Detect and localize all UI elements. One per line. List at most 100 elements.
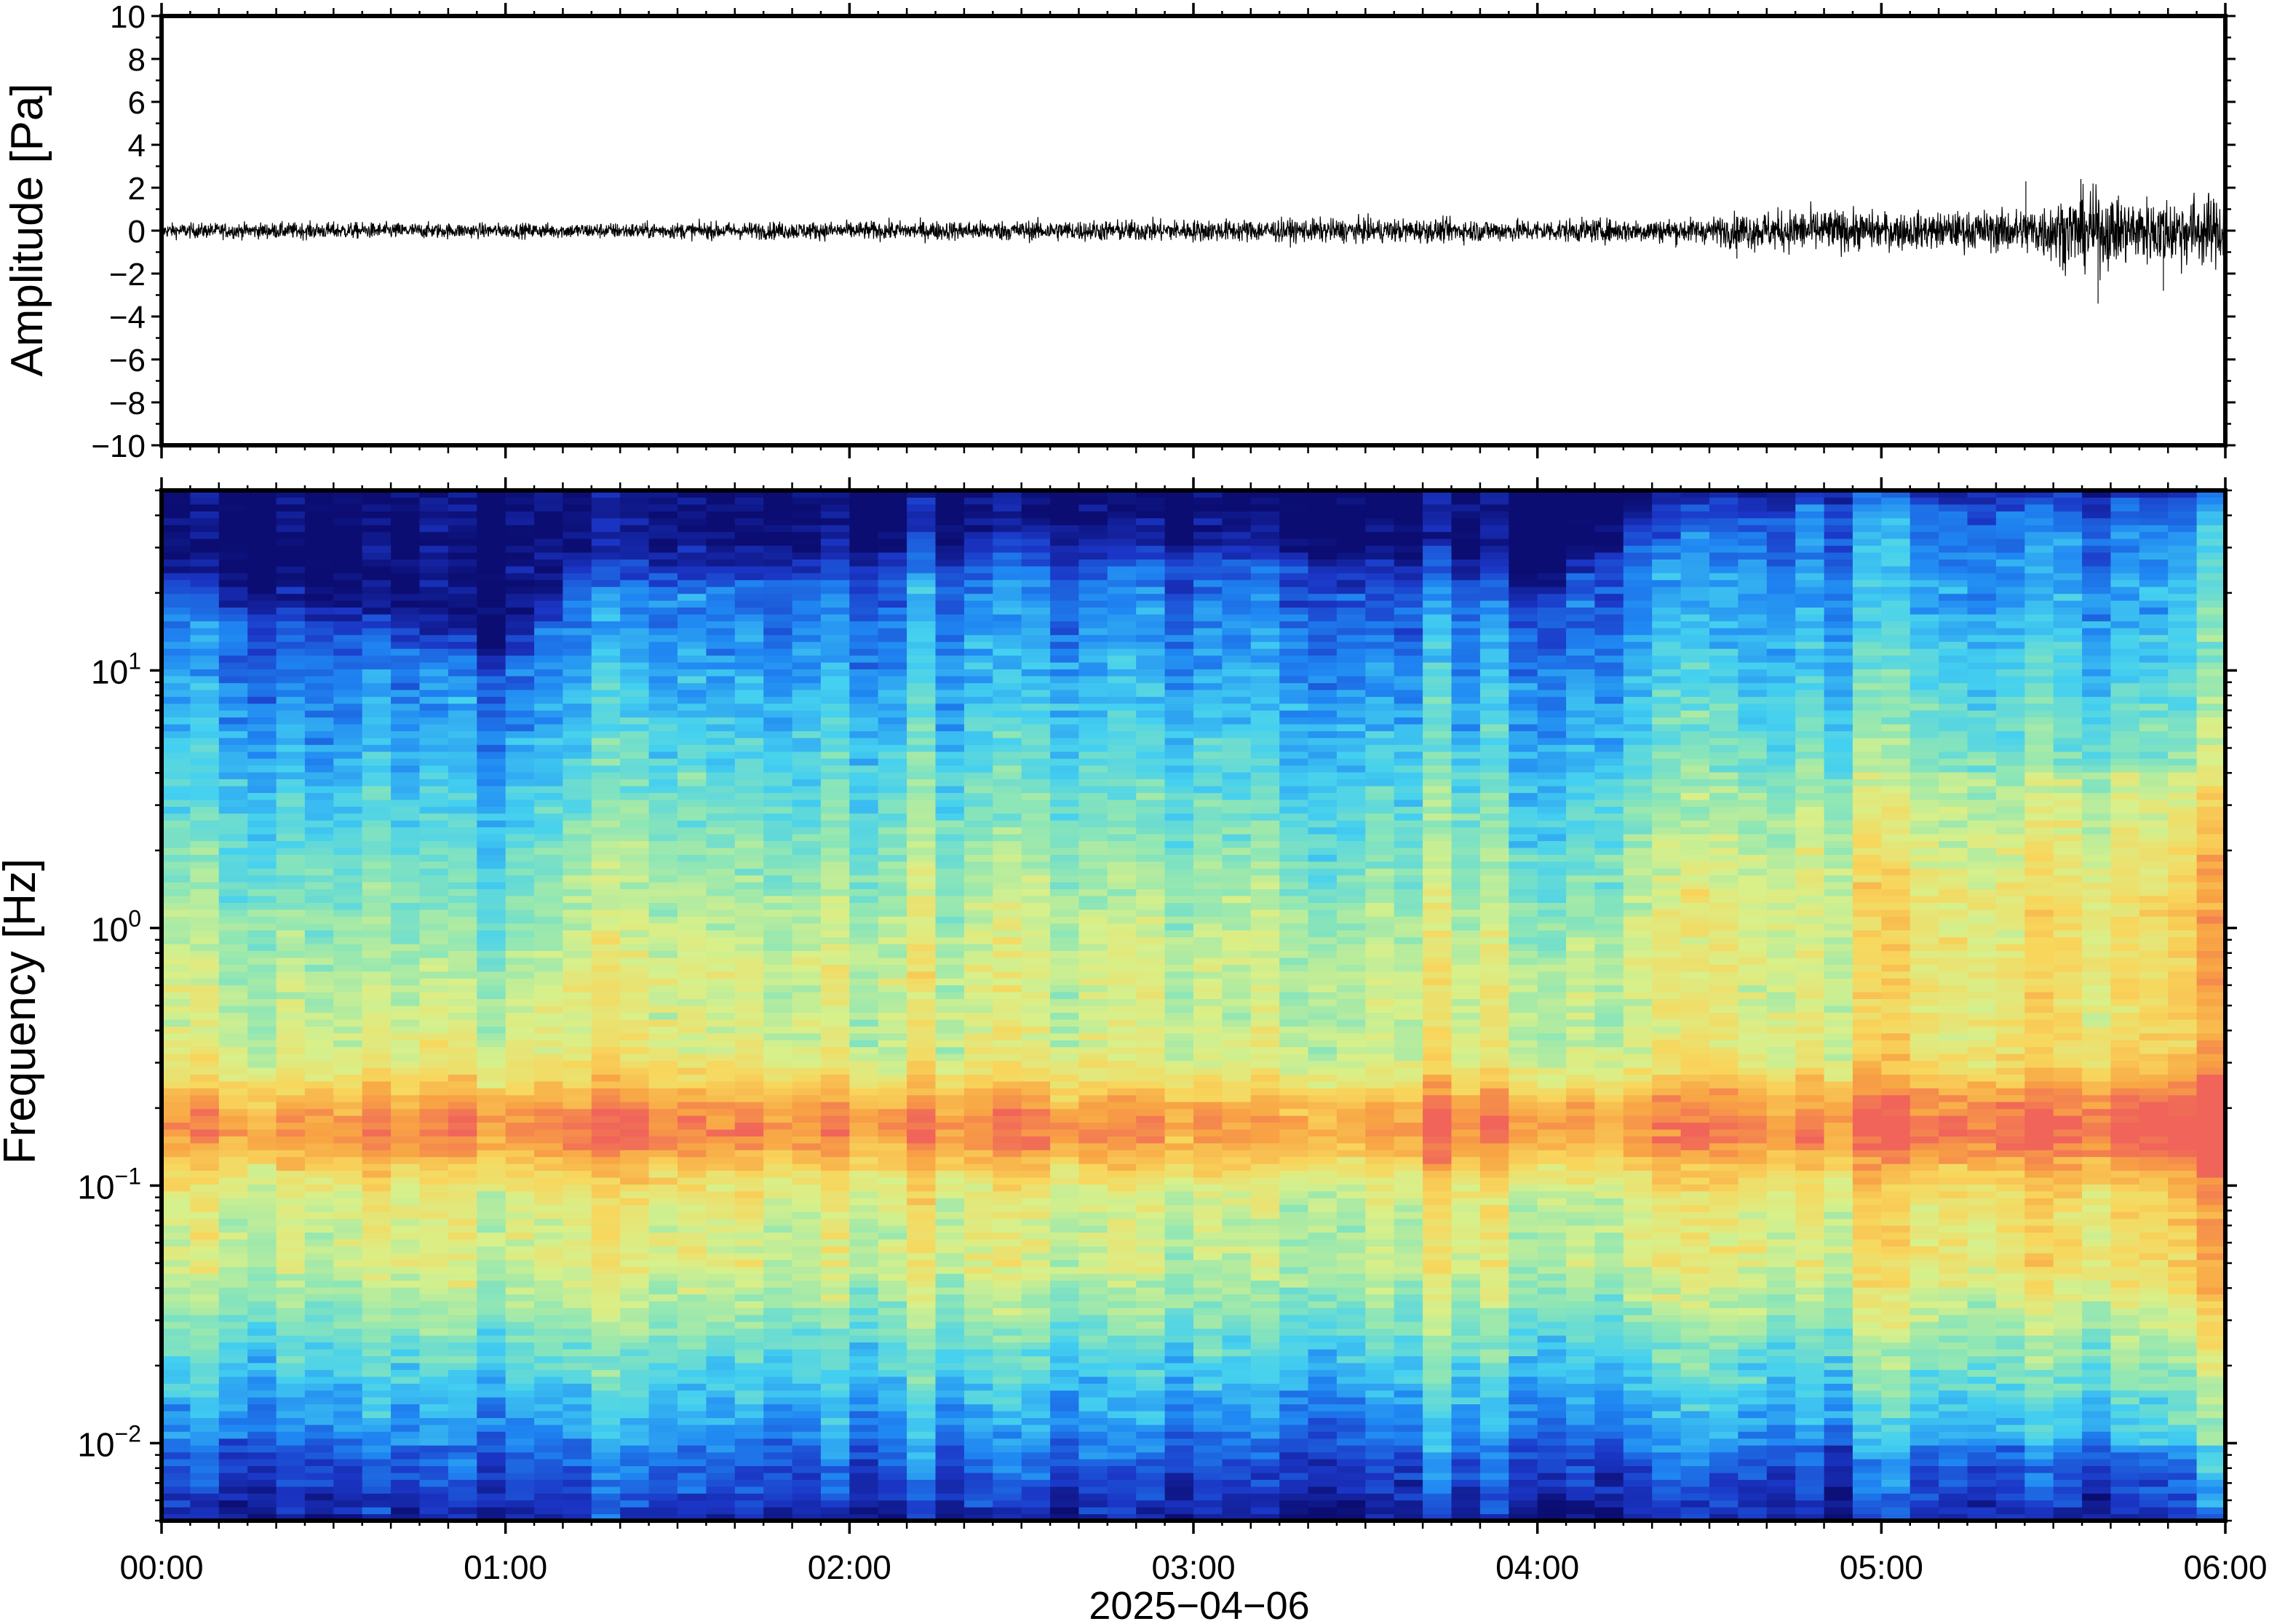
spectrogram-cell [304, 1067, 334, 1075]
spectrogram-cell [993, 1239, 1022, 1246]
spectrogram-cell [534, 1507, 564, 1515]
spectrogram-cell [448, 1404, 477, 1412]
spectrogram-cell [792, 1294, 822, 1302]
spectrogram-cell [734, 1452, 764, 1460]
spectrogram-cell [963, 703, 993, 711]
spectrogram-cell [849, 1314, 879, 1322]
spectrogram-cell [162, 1115, 191, 1123]
spectrogram-cell [849, 1074, 879, 1082]
spectrogram-cell [190, 1472, 220, 1480]
spectrogram-cell [734, 1054, 764, 1062]
spectrogram-cell [907, 1040, 937, 1048]
spectrogram-cell [591, 538, 621, 546]
spectrogram-cell [362, 1452, 392, 1460]
spectrogram-cell [963, 497, 993, 505]
spectrogram-cell [763, 964, 793, 972]
spectrogram-cell [477, 957, 506, 965]
spectrogram-cell [993, 1431, 1022, 1439]
spectrogram-cell [190, 1397, 220, 1405]
spectrogram-cell [1050, 559, 1080, 567]
spectrogram-cell [276, 1102, 306, 1110]
spectrogram-cell [218, 936, 248, 944]
spectrogram-cell [304, 607, 334, 615]
spectrogram-cell [190, 1006, 220, 1013]
spectrogram-cell [907, 503, 937, 512]
spectrogram-cell [963, 916, 993, 924]
spectrogram-cell [792, 799, 822, 807]
spectrogram-cell [706, 847, 736, 855]
spectrogram-cell [677, 1493, 707, 1501]
spectrogram-cell [362, 888, 392, 896]
spectrogram-cell [419, 490, 449, 498]
spectrogram-cell [218, 710, 248, 718]
spectrogram-cell [677, 1411, 707, 1418]
spectrogram-cell [304, 593, 334, 601]
spectrogram-cell [419, 1032, 449, 1040]
spectrogram-cell [1050, 827, 1080, 835]
spectrogram-cell [935, 731, 965, 739]
spectrogram-cell [563, 586, 592, 594]
spectrogram-cell [477, 984, 506, 992]
spectrogram-cell [304, 531, 334, 539]
spectrogram-cell [792, 1493, 822, 1501]
spectrogram-cell [333, 737, 363, 745]
spectrogram-cell [505, 503, 535, 512]
spectrogram-cell [734, 902, 764, 910]
spectrogram-cell [162, 545, 191, 553]
spectrogram-cell [591, 1094, 621, 1102]
spectrogram-cell [878, 799, 907, 807]
spectrogram-cell [563, 1060, 592, 1068]
spectrogram-cell [563, 847, 592, 855]
spectrogram-cell [706, 538, 736, 546]
spectrogram-cell [792, 744, 822, 752]
spectrogram-cell [677, 1060, 707, 1068]
spectrogram-cell [591, 1122, 621, 1130]
spectrogram-cell [849, 799, 879, 807]
spectrogram-cell [448, 1328, 477, 1336]
spectrogram-cell [963, 944, 993, 951]
spectrogram-cell [763, 1032, 793, 1040]
spectrogram-cell [333, 909, 363, 917]
spectrogram-cell [878, 1026, 907, 1034]
spectrogram-cell [1021, 538, 1051, 546]
spectrogram-cell [849, 724, 879, 731]
spectrogram-cell [878, 1108, 907, 1116]
spectrogram-cell [763, 696, 793, 704]
spectrogram-cell [620, 552, 650, 560]
spectrogram-cell [304, 600, 334, 608]
spectrogram-cell [620, 525, 650, 533]
spectrogram-cell [534, 944, 564, 951]
spectrogram-cell [734, 1032, 764, 1040]
spectrogram-cell [304, 613, 334, 621]
spectrogram-cell [907, 751, 937, 759]
spectrogram-cell [648, 552, 678, 560]
spectrogram-cell [419, 579, 449, 587]
spectrogram-cell [304, 834, 334, 841]
spectrogram-cell [218, 669, 248, 677]
spectrogram-cell [448, 600, 477, 608]
spectrogram-cell [362, 984, 392, 992]
spectrogram-cell [907, 724, 937, 731]
spectrogram-cell [648, 600, 678, 608]
spectrogram-cell [477, 627, 506, 635]
spectrogram-cell [907, 586, 937, 594]
spectrogram-cell [333, 1246, 363, 1254]
spectrogram-cell [247, 792, 277, 800]
spectrogram-cell [620, 813, 650, 821]
spectrogram-cell [706, 1129, 736, 1137]
spectrogram-cell [448, 1150, 477, 1158]
spectrogram-cell [677, 634, 707, 642]
spectrogram-cell [477, 998, 506, 1006]
spectrogram-cell [218, 1356, 248, 1364]
spectrogram-cell [706, 1225, 736, 1233]
spectrogram-cell [391, 1459, 421, 1466]
spectrogram-cell [276, 1472, 306, 1480]
spectrogram-cell [563, 600, 592, 608]
spectrogram-cell [477, 1232, 506, 1240]
spectrogram-cell [362, 765, 392, 773]
spectrogram-cell [333, 1452, 363, 1460]
spectrogram-cell [620, 586, 650, 594]
spectrogram-cell [304, 950, 334, 958]
spectrogram-cell [963, 600, 993, 608]
spectrogram-cell [763, 1479, 793, 1487]
